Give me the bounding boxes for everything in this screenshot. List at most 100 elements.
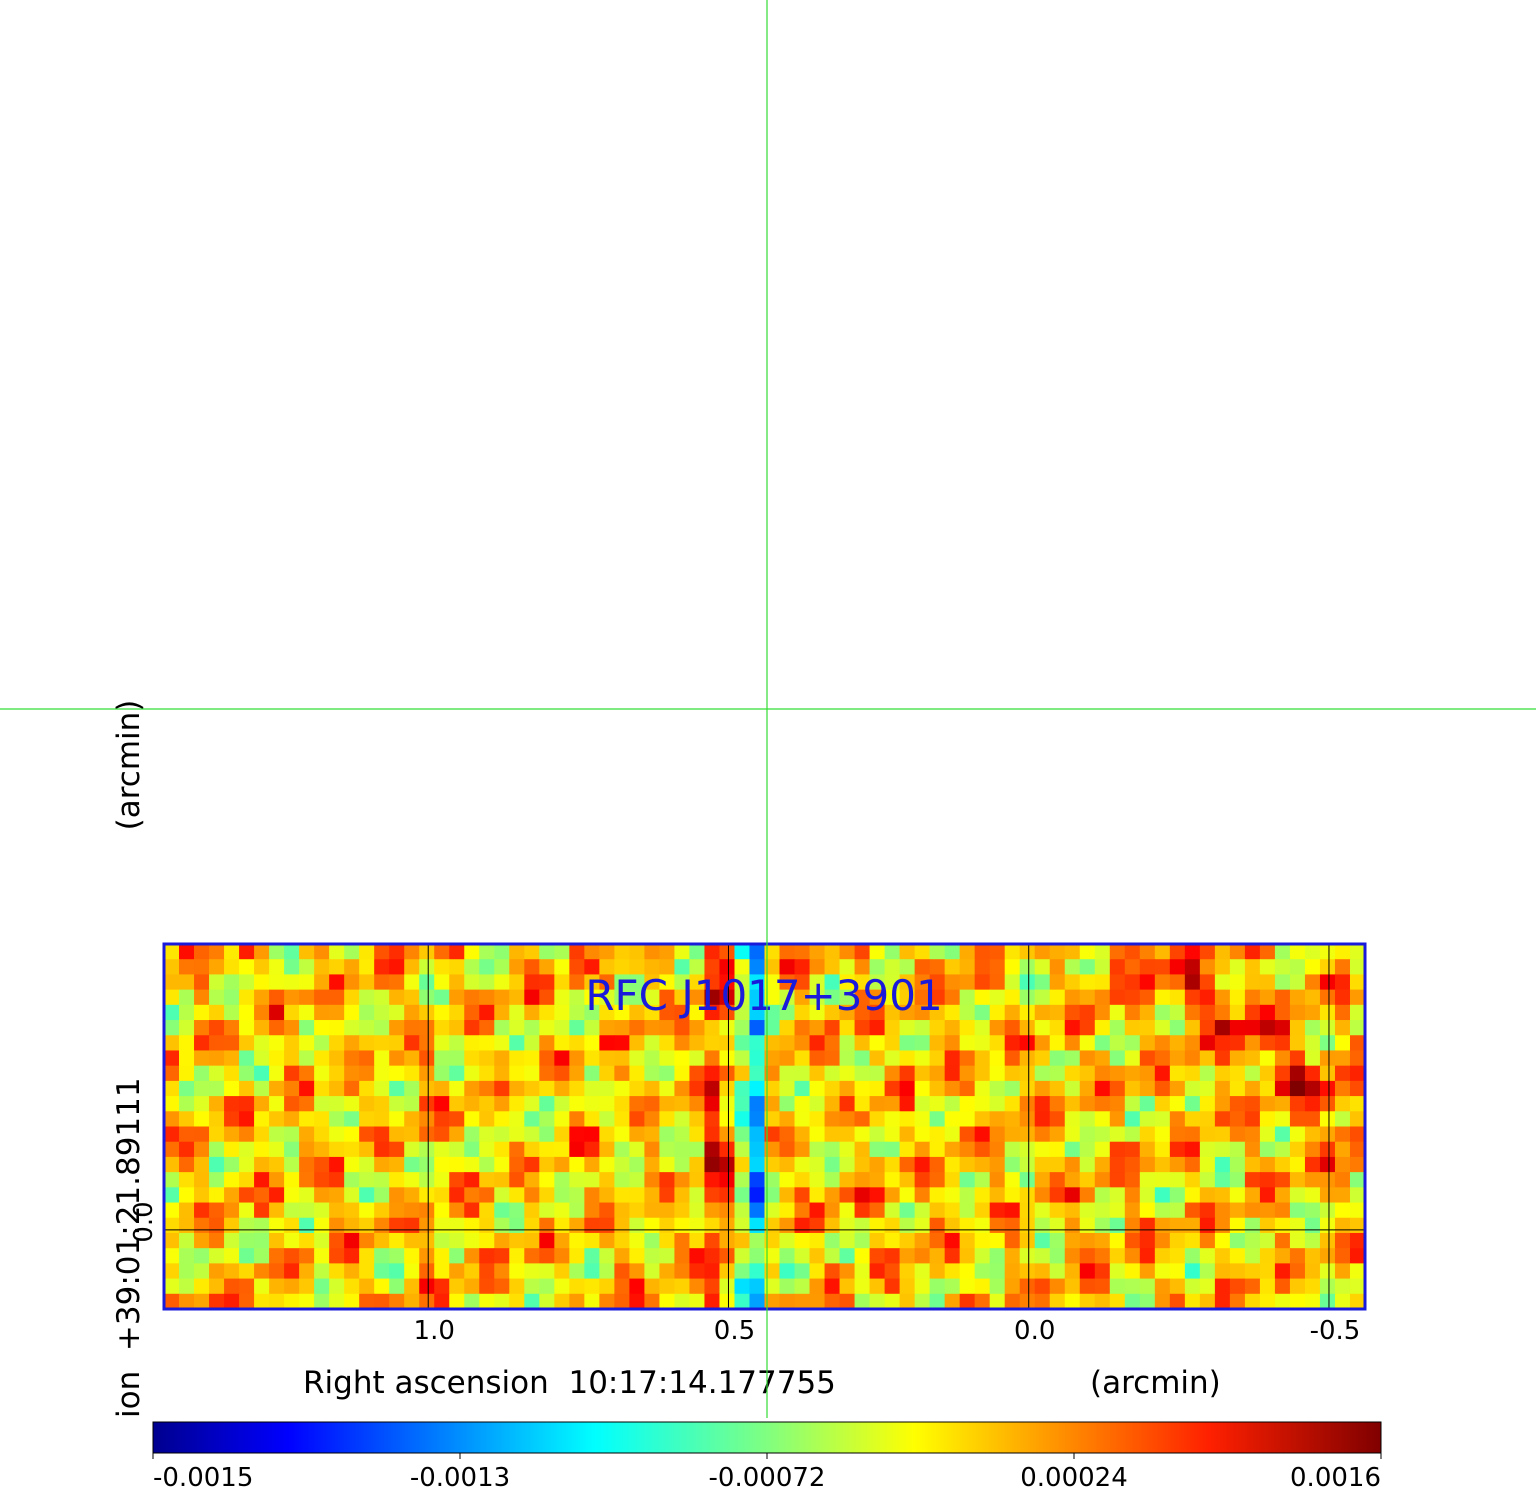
heatmap-cell	[584, 1111, 600, 1128]
heatmap-cell	[569, 1126, 585, 1143]
heatmap-cell	[299, 1096, 315, 1112]
heatmap-cell	[1274, 1172, 1291, 1188]
heatmap-cell	[1334, 1141, 1351, 1158]
heatmap-cell	[719, 1263, 736, 1280]
heatmap-cell	[1274, 1263, 1291, 1280]
heatmap-cell	[1154, 1232, 1171, 1249]
heatmap-cell	[1019, 1187, 1036, 1204]
heatmap-cell	[1154, 944, 1171, 960]
heatmap-cell	[659, 1141, 676, 1158]
heatmap-cell	[959, 1065, 976, 1082]
heatmap-cell	[464, 1202, 480, 1219]
heatmap-cell	[734, 1172, 751, 1188]
heatmap-cell	[779, 1080, 796, 1097]
heatmap-cell	[959, 1004, 976, 1021]
heatmap-cell	[1124, 1065, 1141, 1082]
heatmap-cell	[1139, 1141, 1156, 1158]
heatmap-cell	[809, 1080, 826, 1097]
heatmap-cell	[239, 1080, 255, 1097]
heatmap-cell	[494, 1035, 510, 1052]
heatmap-cell	[749, 1172, 766, 1188]
heatmap-cell	[284, 1156, 300, 1173]
x-tick-label: 1.0	[414, 1316, 455, 1346]
heatmap-cell	[809, 1111, 826, 1128]
heatmap-cell	[899, 1141, 916, 1158]
heatmap-cell	[1004, 1263, 1021, 1280]
heatmap-cell	[1334, 1050, 1351, 1067]
heatmap-cell	[719, 959, 736, 976]
heatmap-cell	[524, 1217, 540, 1234]
heatmap-cell	[1214, 1020, 1231, 1036]
heatmap-cell	[314, 1126, 330, 1143]
heatmap-cell	[539, 1172, 555, 1188]
heatmap-cell	[299, 989, 315, 1006]
heatmap-cell	[1319, 1141, 1336, 1158]
heatmap-cell	[914, 1035, 931, 1052]
heatmap-cell	[1274, 1035, 1291, 1052]
heatmap-cell	[1259, 1187, 1276, 1204]
heatmap-cell	[749, 1248, 766, 1264]
heatmap-cell	[629, 1080, 645, 1097]
heatmap-cell	[569, 1004, 585, 1021]
heatmap-cell	[389, 1217, 405, 1234]
heatmap-cell	[734, 1111, 751, 1128]
heatmap-cell	[644, 1278, 661, 1295]
heatmap-cell	[554, 944, 570, 960]
heatmap-cell	[1004, 1111, 1021, 1128]
heatmap-cell	[824, 1141, 841, 1158]
heatmap-cell	[944, 1020, 961, 1036]
heatmap-cell	[329, 1172, 345, 1188]
heatmap-cell	[884, 1293, 901, 1309]
heatmap-cell	[1124, 1111, 1141, 1128]
heatmap-cell	[284, 1293, 300, 1309]
heatmap-cell	[764, 1263, 781, 1280]
heatmap-cell	[359, 1141, 375, 1158]
heatmap-cell	[449, 989, 465, 1006]
heatmap-cell	[494, 1050, 510, 1067]
heatmap-cell	[884, 974, 901, 991]
heatmap-cell	[299, 1187, 315, 1204]
heatmap-cell	[569, 1232, 585, 1249]
heatmap-cell	[464, 1156, 480, 1173]
heatmap-cell	[1319, 1172, 1336, 1188]
heatmap-cell	[1049, 1141, 1066, 1158]
heatmap-cell	[854, 1020, 871, 1036]
heatmap-cell	[1094, 1156, 1111, 1173]
heatmap-cell	[1139, 1004, 1156, 1021]
heatmap-cell	[1349, 1096, 1365, 1112]
heatmap-cell	[224, 1050, 240, 1067]
heatmap-cell	[689, 1141, 706, 1158]
heatmap-cell	[689, 944, 706, 960]
heatmap-cell	[809, 1035, 826, 1052]
heatmap-cell	[599, 989, 615, 1006]
heatmap-cell	[809, 1065, 826, 1082]
heatmap-cell	[389, 1004, 405, 1021]
heatmap-cell	[1064, 1293, 1081, 1309]
heatmap-cell	[1229, 1050, 1246, 1067]
heatmap-cell	[464, 1172, 480, 1188]
heatmap-cell	[779, 989, 796, 1006]
heatmap-cell	[569, 974, 585, 991]
heatmap-cell	[869, 1065, 886, 1082]
heatmap-cell	[644, 959, 661, 976]
heatmap-cell	[674, 1172, 691, 1188]
heatmap-cell	[539, 1187, 555, 1204]
heatmap-cell	[629, 959, 645, 976]
heatmap-cell	[944, 1293, 961, 1309]
heatmap-cell	[1259, 1035, 1276, 1052]
heatmap-cell	[599, 1293, 615, 1309]
heatmap-cell	[1349, 1202, 1365, 1219]
heatmap-cell	[1154, 1217, 1171, 1234]
heatmap-cell	[1184, 1050, 1201, 1067]
heatmap-cell	[554, 1202, 570, 1219]
heatmap-cell	[1244, 1248, 1261, 1264]
heatmap-cell	[1289, 974, 1306, 991]
heatmap-cell	[614, 1035, 630, 1052]
heatmap-cell	[1004, 1080, 1021, 1097]
heatmap-cell	[554, 1080, 570, 1097]
heatmap-cell	[1169, 1004, 1186, 1021]
heatmap-cell	[974, 1293, 991, 1309]
heatmap-cell	[194, 959, 210, 976]
heatmap-cell	[359, 1111, 375, 1128]
heatmap-cell	[1199, 1278, 1216, 1295]
